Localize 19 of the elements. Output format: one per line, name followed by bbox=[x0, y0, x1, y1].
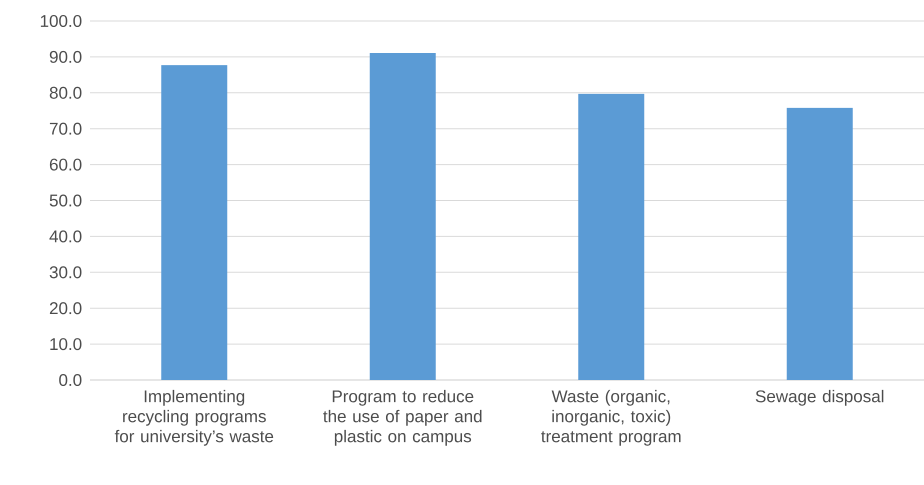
y-tick-label: 60.0 bbox=[50, 158, 82, 171]
y-tick-label: 30.0 bbox=[50, 266, 82, 278]
bar bbox=[578, 94, 644, 380]
y-tick-label: 40.0 bbox=[49, 230, 82, 242]
y-tick-label: 20.0 bbox=[50, 302, 82, 314]
bar bbox=[161, 65, 228, 380]
y-tick-label: 70.0 bbox=[50, 122, 82, 135]
y-tick-label: 0.0 bbox=[59, 374, 82, 386]
x-tick-label: Sewage disposal bbox=[756, 390, 884, 406]
y-tick-label: 10.0 bbox=[50, 338, 82, 350]
bar bbox=[370, 52, 436, 380]
x-tick-label: Waste (organic, inorganic, toxic) treatment program bbox=[541, 390, 681, 446]
bar bbox=[786, 108, 853, 380]
x-tick-label: Implementing recycling programs for university’s waste bbox=[114, 390, 274, 446]
y-tick-label: 100.0 bbox=[40, 14, 82, 28]
y-tick-label: 50.0 bbox=[50, 194, 82, 207]
y-tick-label: 90.0 bbox=[50, 50, 82, 63]
x-tick-label: Program to reduce the use of paper and plastic on campus bbox=[323, 390, 482, 446]
y-tick-label: 80.0 bbox=[50, 86, 82, 99]
